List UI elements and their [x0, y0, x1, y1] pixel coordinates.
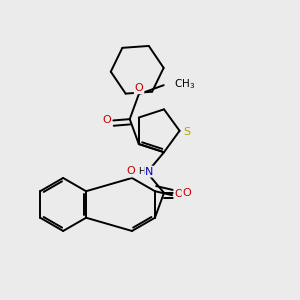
- Text: O: O: [126, 167, 135, 176]
- Text: CH$_3$: CH$_3$: [174, 78, 195, 92]
- Text: S: S: [183, 127, 190, 137]
- Text: H: H: [138, 167, 145, 176]
- Text: O: O: [135, 83, 143, 93]
- Text: O: O: [174, 189, 183, 199]
- Text: O: O: [103, 116, 111, 125]
- Text: N: N: [145, 167, 154, 177]
- Text: O: O: [182, 188, 191, 198]
